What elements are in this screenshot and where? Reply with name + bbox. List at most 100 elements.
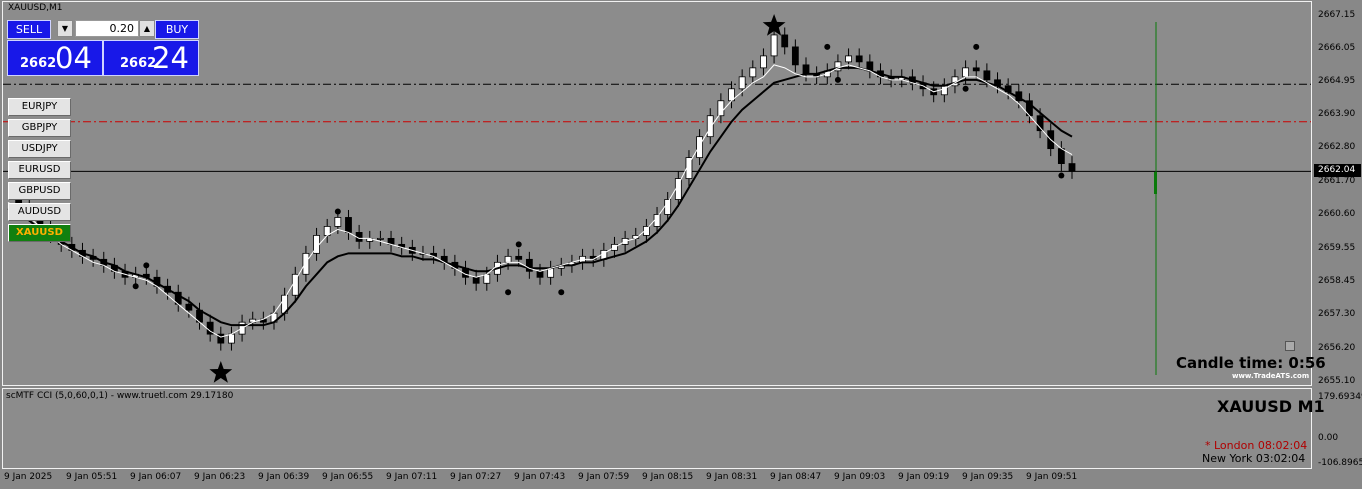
sell-price-pips: 04 (55, 41, 92, 75)
candle-body (972, 67, 980, 72)
candle-body (345, 217, 352, 233)
candle-body (217, 333, 225, 344)
one-click-trade-panel: SELL ▼ 0.20 ▲ BUY 2662 04 2662 24 (7, 20, 199, 76)
lot-increase-button[interactable]: ▲ (139, 20, 155, 37)
fractal-dot (505, 289, 512, 296)
time-tick: 9 Jan 07:59 (578, 472, 630, 482)
candle-body (1057, 148, 1065, 164)
indicator-axis-min: -106.89654 (1318, 458, 1362, 468)
candle-body (760, 55, 767, 69)
time-tick: 9 Jan 06:23 (194, 472, 246, 482)
fractal-dot (824, 43, 831, 50)
candle-body (781, 34, 789, 48)
symbol-button-gbpusd[interactable]: GBPUSD (8, 182, 71, 200)
price-tick: 2661.70 (1318, 176, 1356, 186)
candle-body (962, 67, 969, 78)
candle-body (1036, 115, 1044, 132)
symbol-button-eurjpy[interactable]: EURJPY (8, 98, 71, 116)
time-tick: 9 Jan 08:47 (770, 472, 822, 482)
symbol-button-gbpjpy[interactable]: GBPJPY (8, 119, 71, 137)
candle-body (685, 157, 693, 179)
watermark: www.TradeATS.com (1232, 372, 1310, 380)
buy-price-pips: 24 (152, 41, 189, 75)
buy-price-prefix: 2662 (120, 56, 157, 71)
slow-moving-average (7, 66, 1073, 327)
candle-body (483, 273, 491, 284)
lot-size-input[interactable]: 0.20 (75, 20, 139, 37)
time-tick: 9 Jan 06:55 (322, 472, 374, 482)
symbol-button-xauusd[interactable]: XAUUSD (8, 224, 71, 242)
time-tick: 9 Jan 08:15 (642, 472, 694, 482)
time-tick: 9 Jan 09:19 (898, 472, 950, 482)
price-tick: 2662.80 (1318, 142, 1356, 152)
candle-time-label: Candle time: 0:56 (1176, 354, 1326, 372)
price-tick: 2659.55 (1318, 243, 1356, 253)
candle-body (802, 64, 810, 75)
fractal-dot (132, 283, 139, 290)
volume-marker-bar (1154, 172, 1157, 194)
star-marker (762, 14, 786, 36)
candle-body (515, 255, 523, 260)
settings-checkbox[interactable] (1285, 341, 1295, 351)
time-tick: 9 Jan 07:43 (514, 472, 566, 482)
price-tick: 2658.45 (1318, 276, 1356, 286)
candle-body (855, 55, 863, 63)
sell-price-box[interactable]: 2662 04 (7, 40, 103, 76)
current-price-badge: 2662.04 (1314, 164, 1361, 177)
candle-body (376, 237, 384, 240)
candle-body (536, 270, 544, 278)
price-tick: 2660.60 (1318, 209, 1356, 219)
candle-body (334, 217, 342, 227)
indicator-title: scMTF CCI (5,0,60,0,1) - www.truetl.com … (6, 391, 234, 401)
fractal-dot (1058, 172, 1065, 179)
candle-body (472, 276, 480, 284)
price-tick: 2656.20 (1318, 343, 1356, 353)
candle-body (696, 136, 703, 159)
time-tick: 9 Jan 06:39 (258, 472, 310, 482)
candle-body (525, 258, 533, 272)
candle-body (791, 46, 799, 66)
time-tick: 9 Jan 05:51 (66, 472, 118, 482)
symbol-button-eurusd[interactable]: EURUSD (8, 161, 71, 179)
time-tick: 9 Jan 09:03 (834, 472, 886, 482)
price-tick: 2663.90 (1318, 109, 1356, 119)
newyork-clock: New York 03:02:04 (1202, 452, 1306, 465)
indicator-axis-zero: 0.00 (1318, 433, 1339, 443)
fast-moving-average (7, 64, 1073, 338)
time-tick: 9 Jan 09:51 (1026, 472, 1078, 482)
time-tick: 9 Jan 09:35 (962, 472, 1014, 482)
indicator-pane[interactable] (2, 388, 1312, 469)
candle-body (504, 255, 512, 263)
fractal-dot (962, 85, 969, 92)
candle-body (738, 76, 746, 90)
fractal-dot (334, 208, 341, 215)
symbol-button-audusd[interactable]: AUDUSD (8, 203, 71, 221)
time-tick: 9 Jan 07:11 (386, 472, 438, 482)
candle-body (834, 61, 842, 72)
buy-price-box[interactable]: 2662 24 (103, 40, 199, 76)
time-tick: 9 Jan 08:31 (706, 472, 758, 482)
candle-body (845, 55, 852, 63)
lot-decrease-button[interactable]: ▼ (57, 20, 73, 37)
sell-button[interactable]: SELL (7, 20, 51, 39)
candle-body (302, 252, 310, 275)
fractal-dot (558, 289, 565, 296)
symbol-button-usdjpy[interactable]: USDJPY (8, 140, 71, 158)
candle-body (717, 100, 725, 117)
price-tick: 2666.05 (1318, 43, 1356, 53)
fractal-dot (834, 76, 841, 83)
chart-title: XAUUSD,M1 (8, 3, 63, 13)
time-tick: 9 Jan 07:27 (450, 472, 502, 482)
sell-price-prefix: 2662 (20, 56, 57, 71)
fractal-dot (515, 241, 522, 248)
indicator-symbol-label: XAUUSD M1 (1217, 397, 1325, 416)
price-tick: 2657.30 (1318, 309, 1356, 319)
fractal-dot (973, 43, 980, 50)
fractal-dot (143, 262, 150, 269)
indicator-axis-max: 179.69349 (1318, 392, 1362, 402)
buy-button[interactable]: BUY (155, 20, 199, 39)
candle-body (706, 115, 714, 138)
candle-body (643, 226, 650, 236)
candle-body (983, 70, 991, 81)
price-tick: 2655.10 (1318, 376, 1356, 386)
